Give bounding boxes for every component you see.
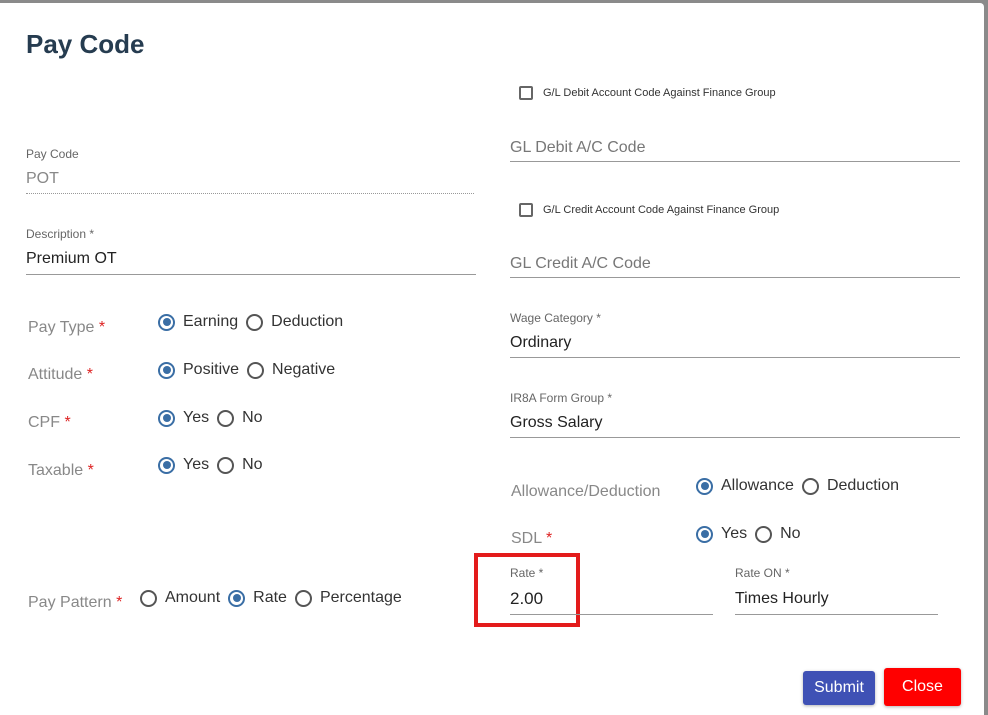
description-field[interactable]: Premium OT	[26, 250, 117, 267]
radio-checked-icon[interactable]	[696, 477, 713, 495]
gl-debit-underline	[510, 161, 960, 162]
radio-unchecked-icon[interactable]	[247, 361, 265, 379]
radio-negative[interactable]: Negative	[247, 361, 335, 379]
allowance-deduction-label: Allowance/Deduction	[511, 483, 661, 500]
pay-code-underline	[26, 193, 474, 194]
sdl-label: SDL *	[511, 530, 553, 547]
radio-label: Deduction	[826, 477, 899, 494]
pay-pattern-radio-group: Amount Rate Percentage	[140, 589, 410, 607]
radio-unchecked-icon[interactable]	[217, 409, 235, 427]
radio-unchecked-icon[interactable]	[294, 589, 312, 607]
checkbox-icon[interactable]	[519, 86, 533, 100]
rate-underline	[510, 614, 713, 615]
taxable-label: Taxable *	[28, 462, 94, 479]
radio-label: Negative	[272, 361, 336, 378]
radio-no[interactable]: No	[755, 525, 801, 543]
submit-button[interactable]: Submit	[803, 671, 875, 705]
gl-debit-checkbox[interactable]: G/L Debit Account Code Against Finance G…	[519, 86, 776, 100]
attitude-label: Attitude *	[28, 366, 93, 383]
checkbox-icon[interactable]	[519, 203, 533, 217]
close-button[interactable]: Close	[884, 668, 961, 706]
radio-unchecked-icon[interactable]	[801, 477, 819, 495]
radio-label: Yes	[721, 525, 748, 542]
radio-checked-icon[interactable]	[158, 409, 175, 427]
rate-on-label: Rate ON *	[735, 566, 790, 580]
taxable-radio-group: Yes No	[158, 456, 271, 474]
radio-label: Percentage	[319, 589, 402, 606]
ir8a-select[interactable]: Gross Salary	[510, 414, 603, 431]
pay-code-label: Pay Code	[26, 147, 79, 161]
radio-label: Earning	[183, 313, 239, 330]
radio-allowance[interactable]: Allowance	[696, 477, 794, 495]
pay-code-field: POT	[26, 170, 59, 187]
radio-earning[interactable]: Earning	[158, 313, 238, 331]
radio-yes[interactable]: Yes	[158, 456, 209, 474]
radio-label: No	[242, 456, 263, 473]
radio-no[interactable]: No	[217, 409, 263, 427]
radio-amount[interactable]: Amount	[140, 589, 220, 607]
radio-unchecked-icon[interactable]	[246, 313, 264, 331]
description-label: Description *	[26, 227, 95, 241]
radio-percentage[interactable]: Percentage	[294, 589, 402, 607]
radio-deduction[interactable]: Deduction	[246, 313, 343, 331]
radio-checked-icon[interactable]	[158, 456, 175, 474]
gl-debit-input[interactable]: GL Debit A/C Code	[510, 139, 646, 156]
wage-category-underline	[510, 357, 960, 358]
radio-label: Yes	[183, 456, 210, 473]
radio-label: Deduction	[271, 313, 344, 330]
gl-debit-checkbox-label: G/L Debit Account Code Against Finance G…	[543, 87, 776, 99]
dialog-title: Pay Code	[26, 29, 145, 59]
radio-label: Positive	[183, 361, 240, 378]
cpf-radio-group: Yes No	[158, 409, 271, 427]
gl-credit-underline	[510, 277, 960, 278]
pay-type-radio-group: Earning Deduction	[158, 313, 351, 331]
radio-rate[interactable]: Rate	[228, 589, 287, 607]
radio-deduction[interactable]: Deduction	[801, 477, 899, 495]
gl-credit-input[interactable]: GL Credit A/C Code	[510, 255, 651, 272]
radio-label: Yes	[183, 409, 210, 426]
radio-label: No	[780, 525, 801, 542]
radio-no[interactable]: No	[217, 456, 263, 474]
pay-pattern-label: Pay Pattern *	[28, 594, 123, 611]
rate-on-select[interactable]: Times Hourly	[735, 590, 829, 607]
wage-category-label: Wage Category *	[510, 311, 601, 325]
radio-checked-icon[interactable]	[158, 361, 175, 379]
radio-label: Amount	[165, 589, 221, 606]
pay-type-label: Pay Type *	[28, 319, 106, 336]
radio-checked-icon[interactable]	[228, 589, 246, 607]
radio-unchecked-icon[interactable]	[140, 589, 157, 607]
radio-checked-icon[interactable]	[696, 525, 713, 543]
radio-label: Rate	[253, 589, 287, 606]
ir8a-label: IR8A Form Group *	[510, 391, 613, 405]
radio-yes[interactable]: Yes	[158, 409, 209, 427]
gl-credit-checkbox[interactable]: G/L Credit Account Code Against Finance …	[519, 203, 779, 217]
gl-credit-checkbox-label: G/L Credit Account Code Against Finance …	[543, 204, 780, 216]
radio-label: Allowance	[721, 477, 794, 494]
radio-checked-icon[interactable]	[158, 313, 175, 331]
ir8a-underline	[510, 437, 960, 438]
wage-category-select[interactable]: Ordinary	[510, 334, 572, 351]
radio-yes[interactable]: Yes	[696, 525, 747, 543]
highlight-box	[474, 553, 580, 627]
rate-on-underline	[735, 614, 938, 615]
rate-label: Rate *	[510, 566, 544, 580]
pay-code-dialog: Pay Code Pay Code POT Description * Prem…	[0, 3, 984, 715]
attitude-radio-group: Positive Negative	[158, 361, 343, 379]
rate-input[interactable]: 2.00	[510, 589, 544, 608]
radio-label: No	[242, 409, 263, 426]
cpf-label: CPF *	[28, 414, 71, 431]
sdl-radio-group: Yes No	[696, 525, 809, 543]
allowance-deduction-radio-group: Allowance Deduction	[696, 477, 907, 495]
radio-unchecked-icon[interactable]	[217, 456, 235, 474]
radio-unchecked-icon[interactable]	[755, 525, 773, 543]
description-underline	[26, 274, 476, 275]
radio-positive[interactable]: Positive	[158, 361, 239, 379]
